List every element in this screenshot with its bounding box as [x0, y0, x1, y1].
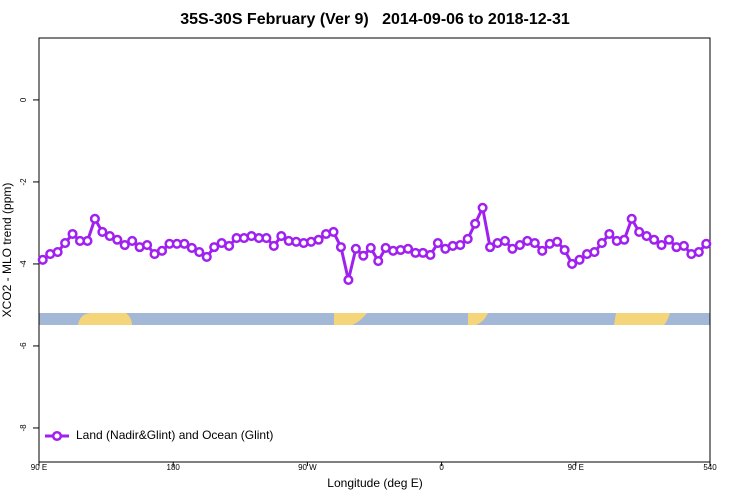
data-point	[179, 238, 190, 249]
data-point	[335, 242, 347, 253]
data-point	[514, 240, 525, 251]
data-point	[373, 256, 384, 267]
y-tick-label: 0	[19, 97, 28, 102]
land-ocean-strip	[39, 313, 710, 325]
data-point	[268, 240, 279, 251]
data-point	[60, 237, 71, 249]
legend-marker	[51, 430, 63, 442]
x-tick-label: 540	[703, 463, 717, 472]
data-point	[201, 251, 212, 263]
data-point	[663, 234, 675, 245]
y-tick-label: -4	[19, 260, 28, 268]
y-tick-label: -6	[19, 342, 28, 350]
y-tick-label: -8	[19, 424, 28, 432]
data-point	[649, 234, 660, 245]
data-point	[619, 234, 630, 245]
data-point	[477, 202, 488, 213]
y-axis-label: XCO2 - MLO trend (ppm)	[0, 183, 14, 318]
data-point	[142, 240, 153, 251]
chart-title: 35S-30S February (Ver 9) 2014-09-06 to 2…	[180, 11, 570, 28]
data-point	[261, 233, 272, 244]
x-tick-label: 0	[439, 463, 444, 472]
data-point	[559, 244, 570, 256]
data-point	[37, 254, 48, 265]
data-point	[462, 233, 473, 244]
data-point	[567, 258, 578, 269]
data-point	[678, 240, 689, 251]
data-point	[156, 245, 168, 256]
y-tick-label: -2	[19, 178, 28, 186]
data-point	[67, 228, 78, 240]
plot-frame	[38, 37, 711, 463]
x-tick-label: 90 E	[31, 463, 47, 472]
data-point	[634, 226, 645, 238]
data-point	[507, 243, 518, 254]
x-tick-label: 90 W	[298, 463, 317, 472]
x-axis-label: Longitude (deg E)	[327, 476, 422, 490]
data-point	[574, 254, 585, 265]
data-point	[276, 231, 287, 242]
data-point	[224, 240, 235, 251]
data-point	[529, 237, 540, 249]
data-point	[701, 238, 712, 249]
data-point	[194, 247, 205, 258]
data-point	[350, 243, 361, 254]
data-point	[641, 231, 652, 242]
data-point	[589, 247, 600, 258]
data-point	[119, 240, 130, 251]
data-point	[328, 226, 339, 238]
x-tick-label: 90 E	[568, 463, 584, 472]
data-point	[365, 242, 376, 253]
data-point	[82, 235, 93, 247]
data-point	[209, 242, 220, 253]
data-point	[455, 240, 466, 251]
data-point	[470, 218, 481, 229]
data-point	[604, 228, 615, 240]
data-point	[693, 247, 704, 258]
data-point	[596, 237, 607, 249]
data-point	[425, 249, 436, 260]
legend-label: Land (Nadir&Glint) and Ocean (Glint)	[76, 428, 273, 442]
data-point	[112, 234, 123, 245]
data-point	[499, 235, 511, 247]
data-point	[89, 213, 100, 224]
data-point	[52, 247, 63, 258]
data-point	[403, 243, 414, 254]
data-point	[97, 226, 108, 238]
data-point	[127, 235, 138, 247]
data-point	[552, 236, 563, 247]
data-point	[358, 250, 369, 261]
data-point	[186, 242, 197, 253]
data-point	[104, 231, 115, 242]
data-point	[656, 240, 667, 251]
data-point	[485, 242, 496, 253]
data-point	[343, 274, 354, 285]
data-point	[313, 234, 324, 245]
data-point	[626, 213, 637, 224]
data-point	[432, 237, 443, 249]
x-tick-label: 180	[167, 463, 181, 472]
data-point	[537, 245, 548, 256]
